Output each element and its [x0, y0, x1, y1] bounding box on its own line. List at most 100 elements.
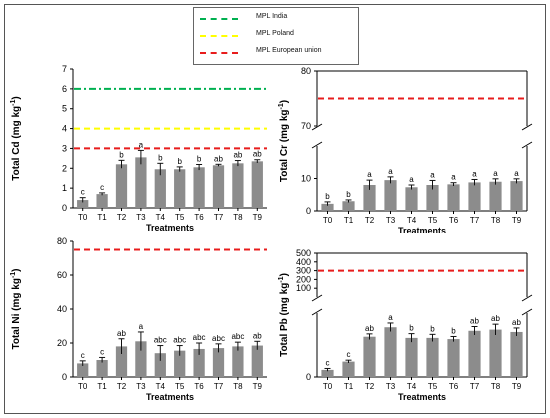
significance-letter: a	[388, 167, 393, 176]
bar	[232, 163, 244, 208]
axis-break-mark	[521, 123, 533, 131]
x-tick-label: T9	[512, 216, 522, 225]
x-tick-label: T2	[365, 216, 375, 225]
y-tick-label: 6	[62, 84, 67, 94]
axis-break-mark	[311, 123, 323, 131]
axis-break-mark	[311, 141, 323, 149]
bar	[96, 194, 108, 208]
bar	[174, 350, 186, 377]
x-tick-label: T6	[449, 382, 459, 391]
bar	[115, 346, 128, 377]
significance-letter: abc	[193, 333, 206, 342]
bar	[96, 360, 108, 377]
y-axis-label-main: Total Ni (mg kg	[11, 278, 22, 349]
legend-swatch-mpl-poland	[200, 35, 238, 37]
x-tick-label: T0	[78, 382, 88, 391]
y-tick-label: 500	[296, 248, 311, 258]
bar	[193, 348, 205, 377]
significance-letter: a	[367, 170, 372, 179]
significance-letter: ab	[117, 329, 126, 338]
significance-letter: a	[430, 170, 435, 179]
y-axis-label-end: )	[279, 273, 290, 276]
y-tick-label: 7	[62, 64, 67, 74]
bar	[251, 345, 263, 377]
significance-letter: ab	[233, 151, 242, 160]
bar	[489, 329, 502, 377]
y-tick-label: 80	[57, 236, 67, 246]
y-tick-label: 40	[57, 304, 67, 314]
bar	[363, 185, 376, 211]
significance-letter: ab	[253, 150, 262, 159]
x-tick-label: T5	[175, 382, 185, 391]
axis-break-mark	[521, 308, 533, 316]
significance-letter: abc	[173, 336, 186, 345]
y-tick-label: 0	[62, 203, 67, 213]
significance-letter: abc	[231, 332, 244, 341]
y-tick-label: 20	[57, 338, 67, 348]
y-axis-label-superscript: -1	[10, 272, 17, 278]
x-tick-label: T2	[117, 213, 127, 222]
legend-swatch-mpl-india	[200, 18, 238, 20]
x-tick-label: T9	[512, 382, 522, 391]
x-tick-label: T6	[194, 213, 204, 222]
significance-letter: b	[451, 326, 456, 335]
x-tick-label: T9	[253, 213, 263, 222]
legend-label-mpl-india: MPL India	[256, 13, 288, 20]
bar	[342, 201, 355, 211]
significance-letter: ab	[365, 324, 374, 333]
bar	[174, 169, 186, 208]
x-tick-label: T8	[491, 216, 501, 225]
y-tick-label: 4	[62, 124, 67, 134]
y-axis-label-end: )	[279, 100, 290, 103]
significance-letter: a	[409, 175, 414, 184]
x-tick-label: T9	[253, 382, 263, 391]
y-tick-label: 10	[301, 174, 311, 184]
x-tick-label: T7	[214, 213, 224, 222]
x-axis-label: Treatments	[398, 226, 446, 233]
x-tick-label: T8	[233, 382, 243, 391]
y-tick-label: 3	[62, 143, 67, 153]
x-tick-label: T7	[470, 216, 480, 225]
significance-letter: abc	[212, 334, 225, 343]
figure-frame: MPL India MPL Poland MPL European union …	[4, 4, 546, 414]
significance-letter: ab	[512, 318, 521, 327]
x-tick-label: T3	[136, 213, 146, 222]
y-tick-label: 400	[296, 257, 311, 267]
x-tick-label: T0	[323, 382, 333, 391]
legend-item-mpl-india: MPL India	[200, 12, 356, 26]
bar	[212, 165, 225, 208]
x-tick-label: T7	[214, 382, 224, 391]
x-axis-label: Treatments	[146, 223, 194, 233]
significance-letter: a	[388, 313, 393, 322]
bar	[193, 167, 205, 208]
bar	[135, 157, 147, 208]
significance-letter: c	[100, 347, 104, 356]
x-tick-label: T3	[136, 382, 146, 391]
bar	[321, 203, 334, 211]
bar	[77, 200, 89, 208]
significance-letter: ab	[470, 317, 479, 326]
y-tick-label: 60	[57, 270, 67, 280]
y-axis-label: Total Ni (mg kg-1)	[10, 268, 22, 349]
x-axis-label: Treatments	[398, 392, 446, 402]
y-tick-label: 5	[62, 104, 67, 114]
significance-letter: b	[325, 192, 330, 201]
y-axis-label-main: Total Cd (mg kg	[11, 106, 22, 181]
significance-letter: b	[177, 157, 182, 166]
y-tick-label: 70	[301, 121, 311, 131]
x-axis-label: Treatments	[146, 392, 194, 402]
y-axis-label-main: Total Cr (mg kg	[279, 109, 290, 182]
y-axis-label: Total Cd (mg kg-1)	[10, 96, 22, 180]
legend-label-mpl-eu: MPL European union	[256, 47, 322, 54]
significance-letter: c	[347, 350, 351, 359]
axis-break-mark	[521, 294, 533, 302]
y-tick-label: 0	[306, 372, 311, 382]
axis-break-mark	[311, 308, 323, 316]
bar	[154, 169, 166, 208]
bar	[468, 330, 481, 377]
x-tick-label: T2	[117, 382, 127, 391]
legend-swatch-mpl-eu	[200, 52, 238, 54]
y-axis-label-superscript: -1	[10, 100, 17, 106]
significance-letter: b	[346, 190, 351, 199]
